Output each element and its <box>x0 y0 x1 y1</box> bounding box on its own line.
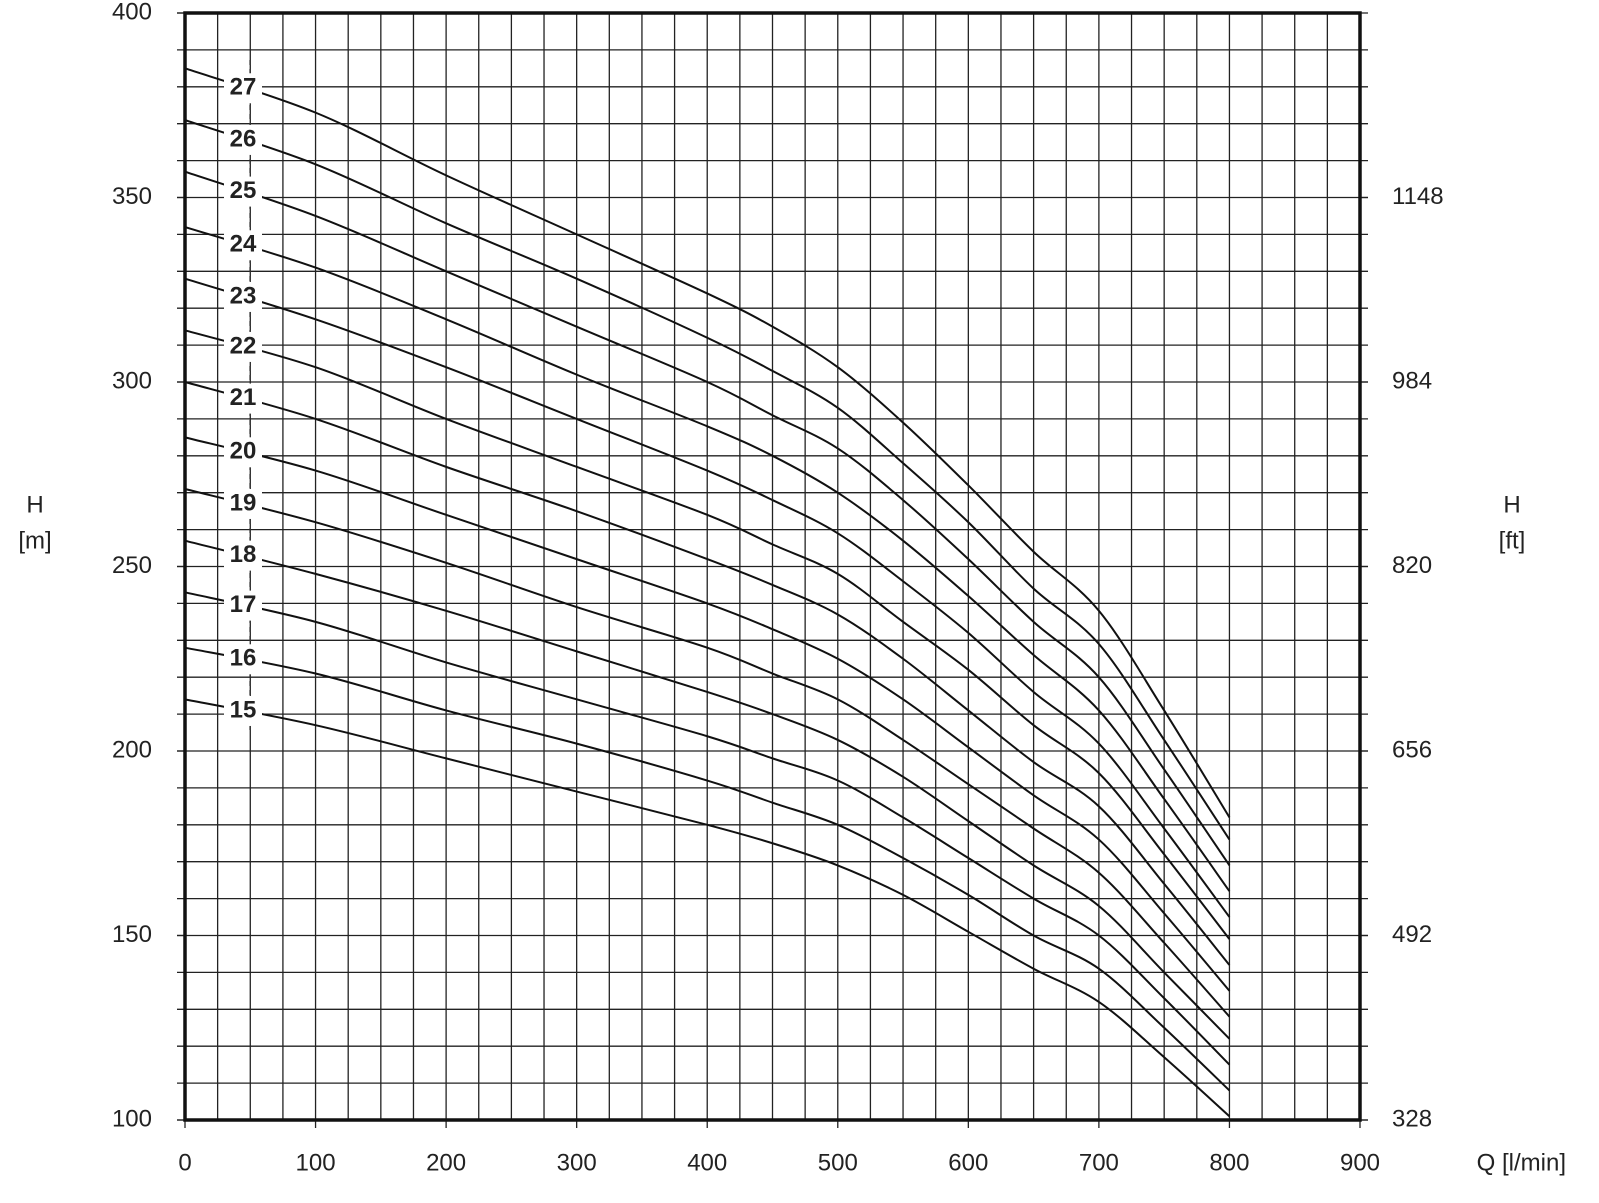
x-tick-label: 800 <box>1209 1149 1249 1176</box>
curve-label: 16 <box>230 645 257 672</box>
y2-tick-label: 492 <box>1392 921 1432 948</box>
y-tick-label: 400 <box>112 0 152 25</box>
x-tick-label: 100 <box>296 1149 336 1176</box>
curve-label: 18 <box>230 541 257 568</box>
y-tick-label: 100 <box>112 1105 152 1132</box>
curve-label: 19 <box>230 489 257 516</box>
curve-label-bg <box>224 176 262 207</box>
curve-label: 21 <box>230 384 257 411</box>
x-tick-label: 0 <box>178 1149 191 1176</box>
x-tick-label: 900 <box>1340 1149 1380 1176</box>
curve-label-bg <box>224 488 262 519</box>
y-axis-unit: [m] <box>18 527 51 554</box>
curve-label: 26 <box>230 125 257 152</box>
x-tick-label: 600 <box>948 1149 988 1176</box>
y2-tick-label: 1148 <box>1392 183 1444 210</box>
pump-curve <box>184 170 1231 866</box>
pump-curve <box>184 277 1231 918</box>
y2-tick-label: 656 <box>1392 736 1432 763</box>
y-tick-label: 250 <box>112 552 152 579</box>
curve-label-bg <box>224 73 262 104</box>
curve-label-bg <box>224 644 262 675</box>
pump-curve <box>184 381 1231 966</box>
curve-label-bg <box>224 383 262 414</box>
y-tick-label: 150 <box>112 921 152 948</box>
curve-label: 15 <box>230 696 257 723</box>
x-tick-label: 200 <box>426 1149 466 1176</box>
pump-curve <box>184 646 1231 1092</box>
curve-label: 23 <box>230 282 257 309</box>
y2-axis-unit: [ft] <box>1499 527 1526 554</box>
curve-label: 24 <box>230 231 257 258</box>
pump-curve <box>184 539 1231 1040</box>
pump-curve <box>184 591 1231 1066</box>
curve-label: 22 <box>230 332 257 359</box>
y-axis-label: H <box>26 491 43 518</box>
pump-curve <box>184 329 1231 940</box>
pump-curve <box>184 698 1231 1118</box>
curve-label-bg <box>224 590 262 621</box>
x-tick-label: 300 <box>557 1149 597 1176</box>
curve-label-bg <box>224 437 262 468</box>
pump-curve <box>184 488 1231 1018</box>
plot-frame <box>183 11 1362 1122</box>
y-tick-label: 200 <box>112 736 152 763</box>
x-tick-label: 400 <box>687 1149 727 1176</box>
x-tick-label: 700 <box>1079 1149 1119 1176</box>
curve-label: 25 <box>230 177 257 204</box>
y2-tick-label: 984 <box>1392 367 1432 394</box>
y-tick-label: 350 <box>112 183 152 210</box>
y2-tick-label: 820 <box>1392 552 1432 579</box>
pump-curve <box>184 119 1231 841</box>
curve-label-bg <box>224 695 262 726</box>
curve-label-bg <box>224 331 262 362</box>
x-tick-label: 500 <box>818 1149 858 1176</box>
pump-curve <box>184 226 1231 892</box>
curve-label-bg <box>224 124 262 155</box>
y2-axis-label: H <box>1503 491 1520 518</box>
pump-curve <box>184 67 1231 818</box>
curve-label: 20 <box>230 438 257 465</box>
curve-label-bg <box>224 281 262 312</box>
curve-label-bg <box>224 540 262 571</box>
y2-tick-label: 328 <box>1392 1105 1432 1132</box>
curve-label: 17 <box>230 591 257 618</box>
curve-label: 27 <box>230 74 257 101</box>
pump-curve <box>184 436 1231 992</box>
curve-label-bg <box>224 230 262 261</box>
x-axis-label: Q [l/min] <box>1477 1149 1566 1176</box>
y-tick-label: 300 <box>112 367 152 394</box>
